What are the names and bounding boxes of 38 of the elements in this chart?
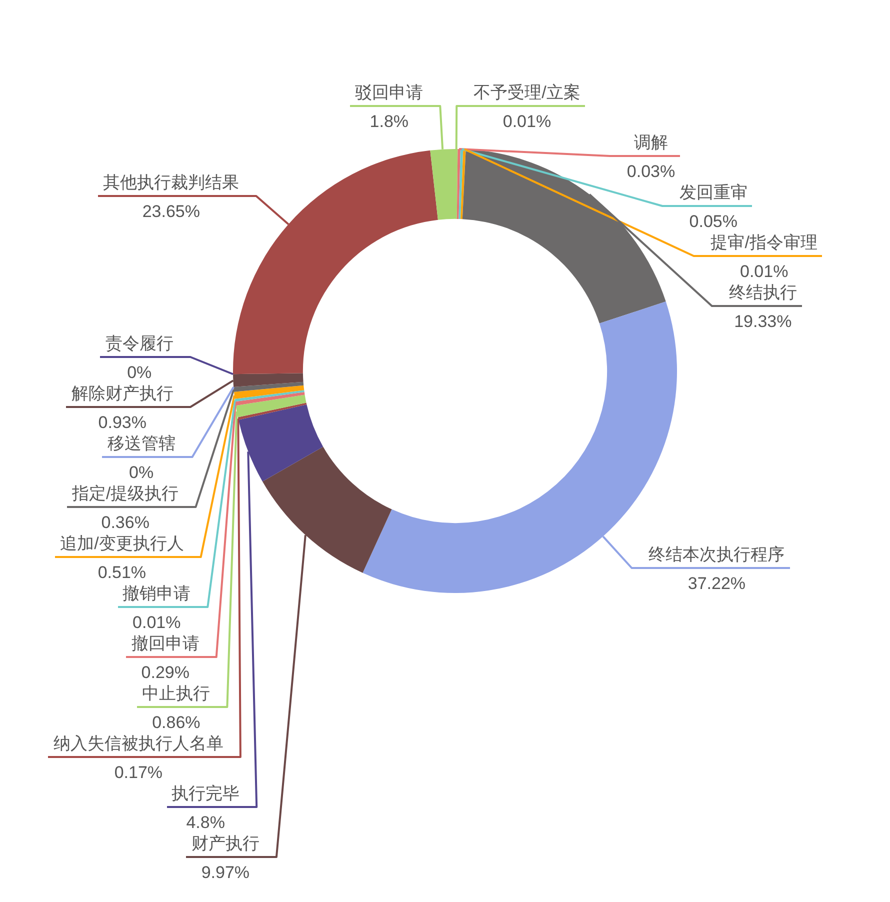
slice-label: 财产执行: [191, 834, 260, 853]
data-label: 0.36%: [101, 513, 150, 532]
slice-label: 解除财产执行: [71, 384, 174, 403]
data-label: 1.8%: [370, 112, 409, 131]
data-label: 0.01%: [132, 613, 181, 632]
data-label: 0.01%: [740, 262, 788, 281]
data-label: 0.29%: [141, 663, 190, 682]
slice-label: 执行完毕: [172, 784, 240, 803]
slice-label: 终结本次执行程序: [648, 545, 785, 564]
data-label: 0.05%: [689, 212, 738, 231]
data-label: 0.51%: [98, 563, 146, 582]
slice-label: 指定/提级执行: [72, 484, 179, 503]
data-label: 37.22%: [688, 574, 746, 593]
slice-label: 终结执行: [728, 283, 797, 302]
data-label: 0%: [127, 363, 152, 382]
data-label: 23.65%: [142, 202, 200, 221]
data-label: 0.93%: [98, 413, 146, 432]
slice-label: 不予受理/立案: [474, 83, 580, 102]
slice-label: 移送管辖: [107, 434, 176, 453]
slice-label: 撤销申请: [122, 584, 191, 603]
slice-label: 提审/指令审理: [710, 233, 818, 252]
data-label: 0%: [128, 463, 154, 482]
slice-label: 发回重审: [679, 183, 748, 202]
data-label: 0.17%: [114, 763, 163, 782]
data-label: 0.01%: [502, 112, 552, 131]
data-label: 19.33%: [734, 312, 792, 331]
slice-label: 追加/变更执行人: [60, 534, 184, 553]
slice-label: 责令履行: [105, 334, 174, 353]
data-label: 9.97%: [201, 863, 250, 882]
slice-label: 调解: [634, 133, 668, 152]
data-label: 0.86%: [152, 713, 200, 732]
slice-label: 其他执行裁判结果: [103, 173, 240, 192]
slice-label: 驳回申请: [355, 83, 424, 102]
slice-label: 撤回申请: [131, 634, 200, 653]
slice-label: 中止执行: [142, 684, 210, 703]
slice-label: 纳入失信被执行人名单: [53, 734, 224, 753]
data-label: 4.8%: [186, 813, 225, 832]
data-label: 0.03%: [626, 162, 676, 181]
